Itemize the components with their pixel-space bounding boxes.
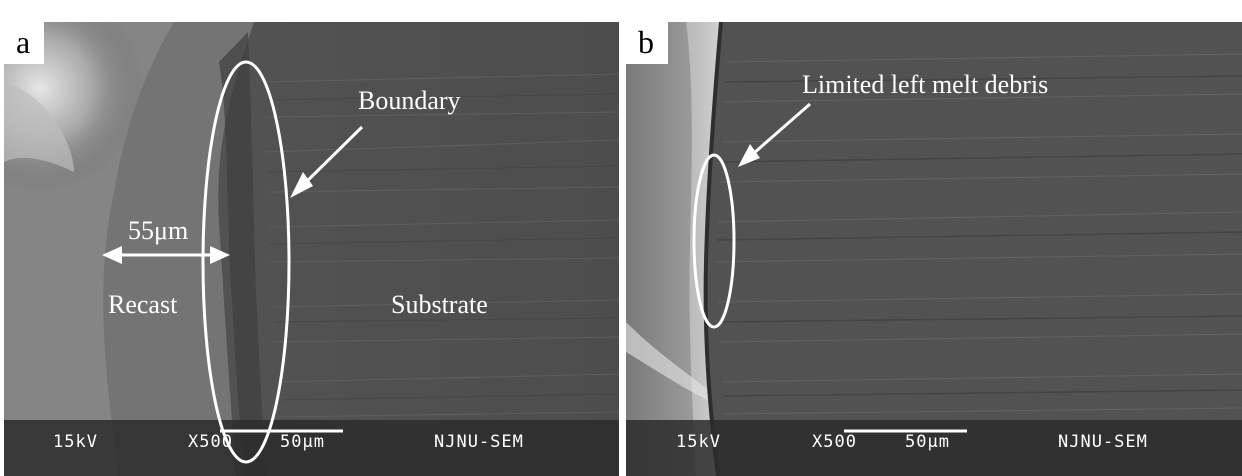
width-arrow-left-head [102,246,122,264]
annotation-overlay-b [692,102,967,433]
sem-magnification-a: X500 [188,432,233,452]
debris-arrow-head [738,144,760,167]
sem-magnification-b: X500 [812,432,857,452]
panel-letter-b: b [626,22,668,64]
sem-image-b [626,22,1242,476]
debris-ellipse [692,153,736,329]
sem-panel-a: a Boundary 55μm Recast Substrate 15kV X5… [4,22,619,476]
sem-image-a [4,22,619,476]
annotation-overlay-a [102,60,364,464]
sem-voltage-b: 15kV [676,432,721,452]
sem-panel-b: b Limited left melt debris 15kV X500 50μ… [626,22,1242,476]
panel-letter-a: a [4,22,45,64]
sem-scale-b: 50μm [905,432,950,452]
width-label: 55μm [128,216,189,245]
width-arrow-right-head [210,246,230,264]
boundary-ellipse [201,60,291,464]
recast-label: Recast [108,290,178,319]
boundary-arrow-head [290,172,313,198]
debris-label: Limited left melt debris [802,70,1049,99]
substrate-label: Substrate [391,290,488,319]
boundary-label: Boundary [358,86,461,115]
sem-voltage-a: 15kV [53,432,98,452]
sem-lab-a: NJNU-SEM [434,432,524,452]
debris-arrow [745,102,811,162]
sem-scale-a: 50μm [280,432,325,452]
sem-lab-b: NJNU-SEM [1058,432,1148,452]
